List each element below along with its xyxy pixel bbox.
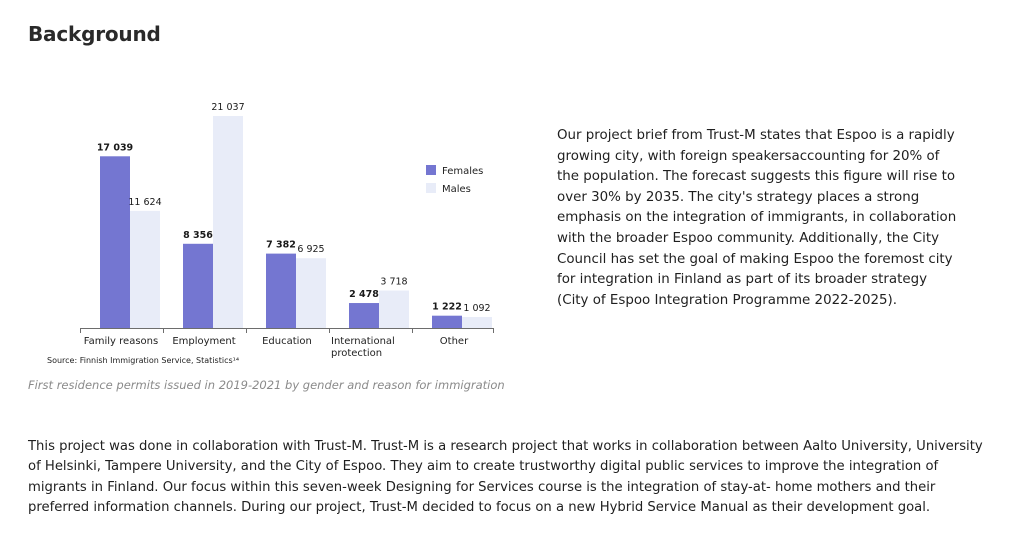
legend-label-females: Females xyxy=(442,166,483,177)
data-label-females-4: 1 222 xyxy=(432,302,462,313)
legend-label-males: Males xyxy=(442,184,471,195)
legend-swatch-females xyxy=(426,165,436,175)
legend-swatch-males xyxy=(426,183,436,193)
bar-males-1 xyxy=(213,116,243,328)
project-brief-paragraph: Our project brief from Trust-M states th… xyxy=(557,128,957,308)
bar-males-0 xyxy=(130,210,160,328)
data-label-males-4: 1 092 xyxy=(463,303,490,314)
bar-females-4 xyxy=(432,315,462,328)
permits-bar-chart: 17 039 8 356 7 382 2 478 1 222 11 624 21 037 6 … xyxy=(47,102,494,365)
bar-males-4 xyxy=(462,316,492,328)
x-tick-label-4: Other xyxy=(440,336,469,347)
bar-males-2 xyxy=(296,258,326,328)
data-label-males-0: 11 624 xyxy=(128,197,161,208)
data-label-females-3: 2 478 xyxy=(349,289,379,300)
bar-females-3 xyxy=(349,303,379,328)
section-heading: Background xyxy=(28,22,161,46)
chart-caption: First residence permits issued in 2019-2… xyxy=(28,378,505,392)
chart-source: Source: Finnish Immigration Service, Sta… xyxy=(47,356,239,365)
bar-females-2 xyxy=(266,253,296,328)
bar-females-1 xyxy=(183,243,213,328)
data-label-females-1: 8 356 xyxy=(183,230,213,241)
data-label-females-2: 7 382 xyxy=(266,240,296,251)
x-tick-label-3: International protection xyxy=(331,336,395,359)
x-tick-label-1: Employment xyxy=(172,336,235,347)
collaboration-paragraph: This project was done in collaboration w… xyxy=(28,439,983,516)
data-label-males-3: 3 718 xyxy=(380,277,407,288)
x-tick-label-2: Education xyxy=(262,336,312,347)
data-label-males-1: 21 037 xyxy=(211,102,244,113)
x-tick-label-0: Family reasons xyxy=(84,336,158,347)
data-label-males-2: 6 925 xyxy=(297,244,324,255)
bar-females-0 xyxy=(100,156,130,328)
bar-males-3 xyxy=(379,290,409,328)
data-label-females-0: 17 039 xyxy=(97,142,133,153)
